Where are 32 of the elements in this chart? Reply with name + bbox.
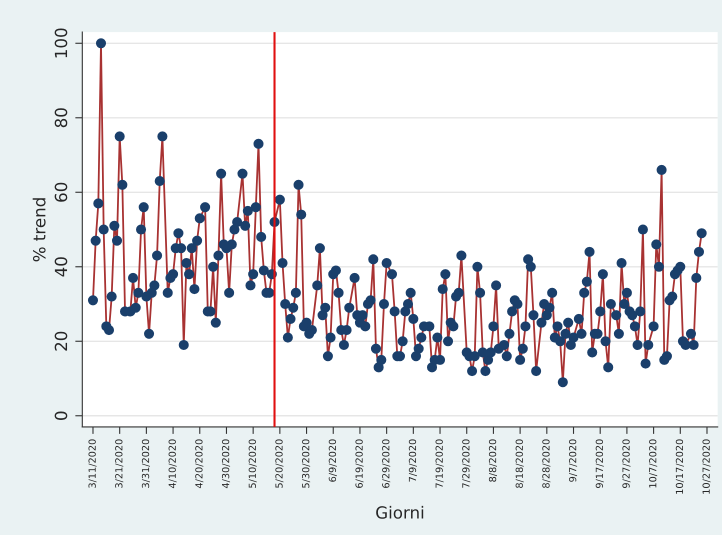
x-tick-label: 9/7/2020 <box>568 439 578 482</box>
y-tick-label: 40 <box>54 257 68 277</box>
x-tick-label: 7/29/2020 <box>462 439 470 488</box>
x-tick-label: 10/27/2020 <box>702 439 711 494</box>
x-tick-label: 7/9/2020 <box>408 439 417 482</box>
y-tick-label: 60 <box>54 182 68 202</box>
x-tick-label: 5/30/2020 <box>302 439 310 488</box>
y-axis-title: % trend <box>32 198 46 262</box>
y-tick-label: 80 <box>54 108 68 128</box>
x-tick-label: 6/9/2020 <box>328 439 337 482</box>
x-tick-label: 3/21/2020 <box>115 439 124 488</box>
x-tick-label: 4/20/2020 <box>195 439 204 488</box>
x-tick-label: 9/17/2020 <box>596 439 604 488</box>
x-tick-label: 10/17/2020 <box>676 439 684 494</box>
x-tick-label: 9/27/2020 <box>622 439 630 488</box>
x-tick-label: 3/31/2020 <box>142 439 150 488</box>
x-tick-label: 3/11/2020 <box>88 439 97 488</box>
x-tick-label: 8/18/2020 <box>516 439 524 488</box>
x-tick-label: 6/19/2020 <box>355 439 364 488</box>
x-tick-label: 6/29/2020 <box>382 439 390 488</box>
x-tick-label: 10/7/2020 <box>649 439 658 488</box>
x-tick-label: 4/30/2020 <box>222 439 230 488</box>
y-tick-label: 100 <box>54 28 68 58</box>
x-tick-label: 8/8/2020 <box>488 439 498 482</box>
x-tick-label: 8/28/2020 <box>542 439 550 488</box>
x-tick-label: 4/10/2020 <box>168 439 177 488</box>
y-tick-label: 0 <box>54 412 68 420</box>
x-tick-label: 5/10/2020 <box>248 439 257 488</box>
x-tick-label: 7/19/2020 <box>436 439 444 488</box>
y-tick-label: 20 <box>54 332 68 351</box>
x-tick-label: 5/20/2020 <box>275 439 284 488</box>
x-axis-title: Giorni <box>376 506 424 519</box>
